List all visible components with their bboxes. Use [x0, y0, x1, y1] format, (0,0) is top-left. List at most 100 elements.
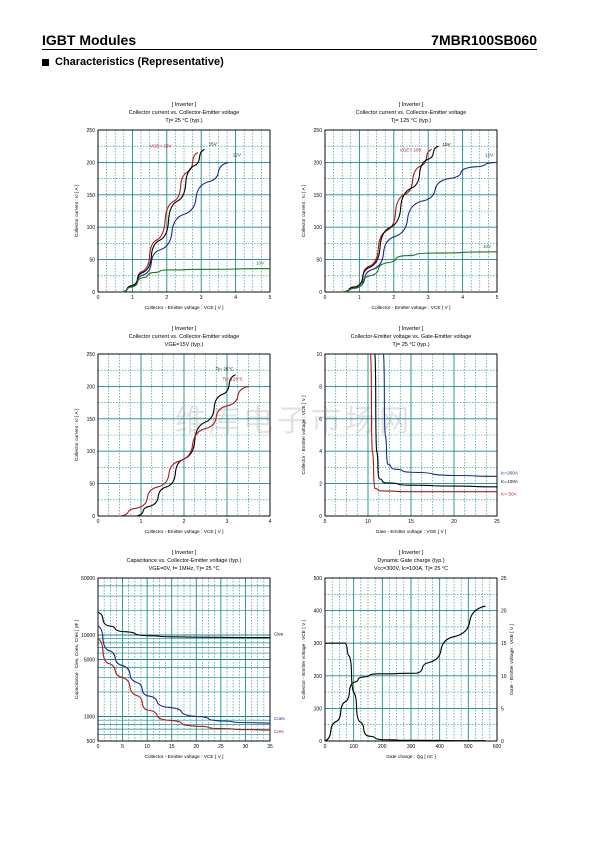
series-line [324, 605, 486, 742]
y-tick-label: 150 [314, 193, 323, 199]
chart-title-line: Collector-Emitter voltage vs. Gate-Emitt… [351, 334, 472, 340]
chart-title-line: [ Inverter ] [399, 102, 424, 108]
series-line [119, 385, 249, 517]
y-tick-label: 50000 [81, 576, 95, 582]
y-tick-label: 2 [319, 482, 322, 488]
header-rule [42, 49, 537, 50]
x-tick-label: 3 [200, 295, 203, 301]
chart-title-line: [ Inverter ] [399, 550, 424, 556]
series-line [370, 353, 497, 493]
y-tick-label: 250 [87, 352, 96, 358]
y-tick-label: 200 [87, 160, 96, 166]
plot-frame [97, 129, 271, 293]
x-axis-label: Collector - Emitter voltage : VCE [ V ] [145, 529, 224, 535]
grid [97, 353, 271, 517]
series-label: Tj= 125°C [223, 376, 244, 381]
chart-2 [324, 129, 498, 293]
chart-title-line: Collector current vs. Collector-Emitter … [356, 110, 467, 116]
y-tick-label: 100 [87, 449, 96, 455]
x-tick-label: 3 [427, 295, 430, 301]
x-tick-label: 100 [349, 744, 358, 750]
section-title: Characteristics (Representative) [55, 56, 224, 68]
y-tick-label: 10 [316, 352, 322, 358]
series-line [121, 148, 205, 293]
y-tick-label: 100 [314, 225, 323, 231]
x-tick-label: 300 [407, 744, 416, 750]
plot-frame [324, 129, 498, 293]
y-tick-label: 250 [87, 128, 96, 134]
y-tick-label: 250 [314, 128, 323, 134]
series-line [97, 638, 271, 731]
series-line [374, 353, 498, 488]
x-tick-label: 4 [461, 295, 464, 301]
y-tick-label: 200 [87, 384, 96, 390]
x-tick-label: 200 [378, 744, 387, 750]
x-tick-label: 600 [493, 744, 502, 750]
y-tick-label: 0 [92, 290, 95, 296]
y-tick-label: 300 [314, 641, 323, 647]
y-tick-label: 0 [319, 290, 322, 296]
y-right-tick-label: 5 [501, 706, 504, 712]
x-tick-label: 2 [183, 519, 186, 525]
y-tick-label: 200 [314, 160, 323, 166]
y-tick-label: 200 [314, 674, 323, 680]
x-tick-label: 25 [218, 744, 224, 750]
series-label: Ic=200A [501, 470, 519, 475]
y-right-tick-label: 10 [501, 674, 507, 680]
y-tick-label: 10000 [81, 633, 95, 639]
y-tick-label: 8 [319, 384, 322, 390]
chart-5 [97, 577, 271, 742]
y-tick-label: 100 [314, 706, 323, 712]
series-label: VGE= 20V [400, 147, 423, 152]
y-tick-label: 500 [314, 576, 323, 582]
series-label: VGE= 20V [150, 144, 173, 149]
y-tick-label: 50 [89, 258, 95, 264]
chart-title-line: Collector current vs. Collector-Emitter … [129, 334, 240, 340]
series-line [342, 145, 439, 293]
chart-title-line: Vcc=300V, Ic=100A, Tj= 25 °C [374, 566, 448, 572]
y-tick-label: 4 [319, 449, 322, 455]
chart-title-line: Dynamic Gate charge (typ.) [377, 558, 444, 564]
section-heading: Characteristics (Representative) [42, 56, 224, 68]
y-tick-label: 500 [87, 739, 96, 745]
grid [97, 129, 271, 293]
chart-title-line: VGE=0V, f= 1MHz, Tj= 25 °C [149, 566, 220, 572]
x-tick-label: 0 [97, 744, 100, 750]
x-tick-label: 0 [324, 295, 327, 301]
document-title: IGBT Modules [42, 32, 137, 48]
y-tick-label: 150 [87, 417, 96, 423]
plot-frame [324, 577, 498, 742]
x-axis-label: Collector - Emitter voltage : VCE [ V ] [372, 305, 451, 311]
series-label: 12V [485, 152, 494, 157]
series-line [122, 268, 271, 293]
x-tick-label: 0 [97, 519, 100, 525]
chart-title-line: [ Inverter ] [172, 102, 197, 108]
x-tick-label: 4 [269, 519, 272, 525]
y-right-axis-label: Gate - Emitter voltage : VGE [ V ] [509, 624, 515, 695]
series-label: Ic= 50A [501, 492, 518, 497]
chart-1 [97, 129, 271, 293]
x-tick-label: 0 [97, 295, 100, 301]
series-line [382, 353, 498, 477]
plot-frame [97, 577, 271, 742]
chart-title-line: Collector current vs. Collector-Emitter … [129, 110, 240, 116]
series-label: 15V [209, 141, 218, 146]
series-line [97, 625, 271, 724]
x-tick-label: 5 [269, 295, 272, 301]
series-label: 12V [233, 152, 242, 157]
y-axis-label: Collector current : Ic [ A ] [74, 185, 80, 237]
chart-title-line: Tj= 25 °C (typ.) [392, 342, 429, 348]
y-axis-label: Collector current : Ic [ A ] [301, 185, 307, 237]
plot-frame [97, 353, 271, 517]
x-tick-label: 1 [131, 295, 134, 301]
chart-title-line: [ Inverter ] [172, 550, 197, 556]
series-label: 10V [256, 261, 265, 266]
x-tick-label: 4 [234, 295, 237, 301]
y-tick-label: 5000 [84, 658, 95, 664]
series-label: 15V [443, 142, 452, 147]
x-tick-label: 15 [408, 519, 414, 525]
x-axis-label: Collector - Emitter voltage : VCE [ V ] [145, 754, 224, 760]
y-right-tick-label: 15 [501, 641, 507, 647]
series-label: Cies [274, 632, 284, 637]
